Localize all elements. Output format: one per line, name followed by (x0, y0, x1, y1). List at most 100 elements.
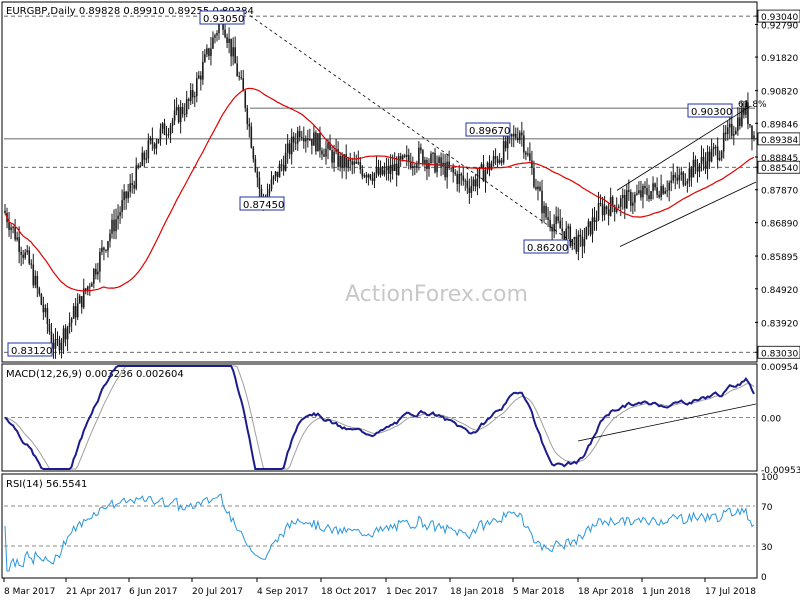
candle-body (529, 153, 531, 161)
candle-body (440, 157, 442, 167)
candle-body (619, 198, 622, 207)
candle-body (573, 236, 576, 239)
candle-body (714, 146, 717, 148)
candle-body (56, 338, 59, 340)
candle-body (660, 186, 662, 198)
macd-tick-label: 0.00954 (761, 363, 798, 373)
candle-body (521, 132, 523, 136)
candle-body (290, 136, 293, 155)
candle-body (690, 168, 693, 178)
price-tick-box (757, 160, 800, 174)
price-tick-label: 0.93040 (761, 13, 798, 23)
candle-body (181, 107, 184, 114)
candle-body (258, 177, 261, 189)
candle-body (292, 136, 295, 143)
candle-body (680, 172, 683, 175)
candle-body (401, 155, 404, 160)
candle-body (157, 139, 160, 144)
candle-body (286, 143, 289, 153)
candle-body (672, 174, 675, 181)
time-tick-label: 8 Mar 2017 (4, 587, 55, 597)
candle-body (476, 178, 479, 187)
macd-line (4, 365, 755, 470)
price-callout-box (687, 103, 733, 118)
price-tick-label: 0.91820 (761, 54, 798, 64)
candle-body (125, 191, 127, 199)
price-tick-label: 0.88540 (761, 164, 798, 174)
candle-body (367, 174, 370, 178)
candle-body (658, 194, 660, 198)
fib-label: 61.8% (738, 100, 767, 110)
candle-body (563, 231, 566, 241)
candle-body (230, 38, 232, 57)
price-tick-label: 0.88845 (761, 154, 798, 164)
candle-body (111, 219, 113, 234)
candle-body (561, 228, 564, 232)
candle-body (228, 38, 230, 43)
candle-body (531, 160, 533, 168)
candle-body (38, 288, 41, 294)
candle-body (730, 123, 733, 136)
candle-body (99, 252, 101, 272)
candle-body (464, 180, 467, 182)
candle-body (80, 296, 83, 308)
candle-body (753, 135, 755, 139)
candle-body (470, 185, 473, 193)
candle-body (611, 197, 614, 206)
candle-body (646, 188, 648, 196)
price-tick-label: 0.85895 (761, 253, 798, 263)
candle-body (383, 170, 386, 175)
candle-body (282, 164, 285, 171)
candle-body (726, 127, 729, 135)
candle-body (117, 215, 119, 220)
candle-body (474, 179, 477, 187)
candle-body (617, 206, 620, 209)
candle-body (593, 217, 596, 223)
candle-body (341, 155, 343, 168)
moving-average-line (4, 87, 755, 292)
candle-body (302, 138, 305, 142)
candle-body (238, 76, 240, 78)
candle-body (36, 275, 39, 289)
candle-body (28, 250, 31, 264)
candle-body (688, 168, 691, 181)
candle-body (252, 147, 255, 159)
candle-body (119, 212, 121, 216)
price-panel-frame (1, 1, 758, 363)
candle-body (272, 176, 275, 180)
candle-body (193, 96, 196, 98)
candle-body (72, 306, 75, 319)
candle-body (204, 54, 206, 62)
candle-body (607, 209, 610, 216)
candle-body (587, 221, 590, 227)
candle-body (305, 138, 307, 142)
candle-body (640, 190, 642, 198)
candle-body (480, 164, 483, 168)
candle-body (62, 328, 65, 343)
candle-body (82, 288, 85, 308)
candle-body (101, 247, 103, 253)
candle-body (735, 130, 737, 135)
candle-body (698, 164, 701, 172)
candle-body (250, 126, 253, 148)
candle-body (300, 136, 303, 139)
candle-body (317, 133, 319, 152)
candle-body (319, 133, 321, 151)
price-callout-box (465, 122, 511, 137)
candle-body (131, 183, 133, 186)
candle-body (20, 251, 22, 255)
candle-body (460, 173, 463, 176)
candle-body (385, 166, 388, 171)
rsi-panel-frame (1, 473, 758, 579)
candle-body (32, 264, 35, 286)
candle-body (95, 268, 97, 275)
candle-body (240, 77, 243, 79)
candle-body (694, 159, 697, 168)
candle-body (167, 134, 170, 136)
candle-body (446, 161, 448, 178)
candle-body (351, 161, 354, 165)
trendlines (249, 15, 757, 247)
candle-body (502, 141, 505, 163)
candle-body (337, 149, 339, 167)
candle-body (656, 187, 658, 195)
